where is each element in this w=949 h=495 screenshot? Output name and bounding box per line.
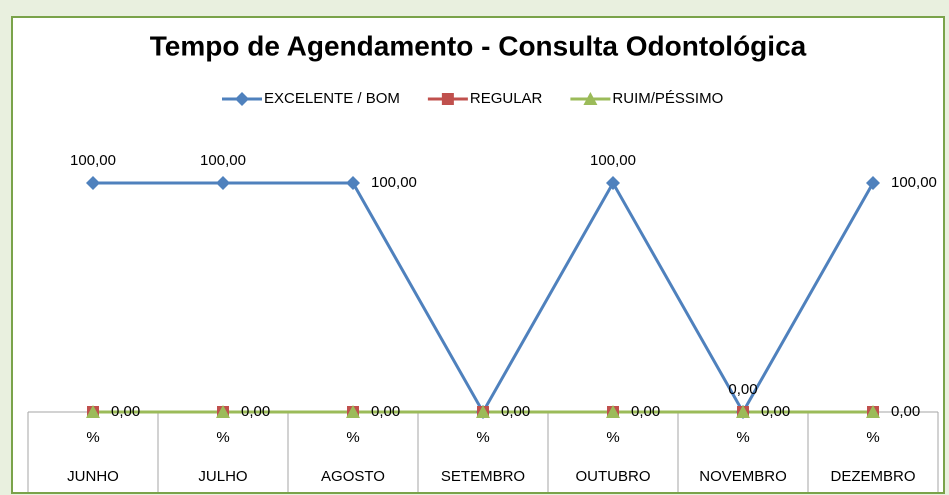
- marker: [583, 92, 598, 105]
- marker: [476, 405, 490, 418]
- x-tick-label: OUTUBRO: [576, 468, 651, 485]
- data-label: 0,00: [501, 403, 530, 420]
- x-tick-label: %: [606, 429, 619, 446]
- marker: [235, 92, 249, 106]
- data-label: 0,00: [728, 381, 757, 398]
- marker: [866, 405, 880, 418]
- marker: [346, 176, 360, 190]
- chart-frame: [11, 16, 945, 494]
- data-label: 0,00: [891, 403, 920, 420]
- x-tick-label: AGOSTO: [321, 468, 385, 485]
- x-tick-label: NOVEMBRO: [699, 468, 787, 485]
- x-tick-label: DEZEMBRO: [830, 468, 915, 485]
- data-label: 0,00: [111, 403, 140, 420]
- x-tick-label: %: [736, 429, 749, 446]
- marker: [86, 176, 100, 190]
- legend-label: RUIM/PÉSSIMO: [612, 90, 723, 107]
- x-tick-label: SETEMBRO: [441, 468, 525, 485]
- data-label: 100,00: [891, 174, 937, 191]
- data-label: 100,00: [371, 174, 417, 191]
- x-tick-label: %: [216, 429, 229, 446]
- marker: [606, 405, 620, 418]
- data-label: 100,00: [70, 152, 116, 169]
- marker: [216, 176, 230, 190]
- x-tick-label: %: [476, 429, 489, 446]
- marker: [216, 405, 230, 418]
- marker: [441, 93, 454, 105]
- marker: [86, 405, 100, 418]
- x-tick-label: JULHO: [198, 468, 247, 485]
- x-tick-label: %: [866, 429, 879, 446]
- marker: [346, 405, 360, 418]
- marker: [866, 176, 880, 190]
- data-label: 100,00: [590, 152, 636, 169]
- chart-title: Tempo de Agendamento - Consulta Odontoló…: [150, 30, 807, 61]
- data-label: 100,00: [200, 152, 246, 169]
- data-label: 0,00: [761, 403, 790, 420]
- data-label: 0,00: [631, 403, 660, 420]
- marker: [736, 405, 750, 418]
- x-tick-label: %: [86, 429, 99, 446]
- data-label: 0,00: [371, 403, 400, 420]
- data-label: 0,00: [241, 403, 270, 420]
- x-tick-label: JUNHO: [67, 468, 119, 485]
- marker: [606, 176, 620, 190]
- legend-label: REGULAR: [470, 90, 543, 107]
- x-tick-label: %: [346, 429, 359, 446]
- legend-label: EXCELENTE / BOM: [264, 90, 400, 107]
